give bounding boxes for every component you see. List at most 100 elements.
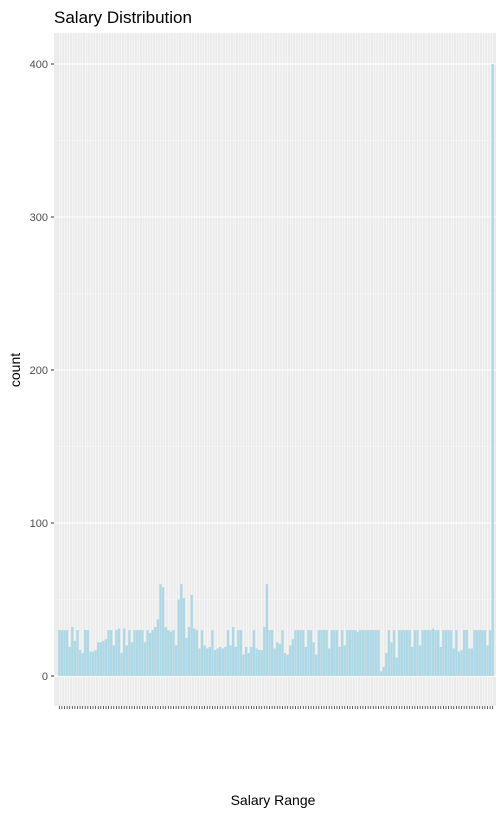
bar [250,646,253,676]
bar [146,630,149,676]
bar [294,630,297,676]
bar [296,630,300,676]
bar [429,630,432,676]
bar [156,619,160,676]
bar [260,649,263,676]
bar [94,649,97,676]
bar [333,630,336,676]
y-axis: 0 100 200 300 400 [30,59,54,683]
bar [377,630,380,676]
minor-grid [54,140,496,600]
bar [97,642,100,676]
bar [255,648,258,676]
bar [268,630,271,676]
bar [208,646,211,676]
bar [283,653,287,676]
bar [392,630,396,676]
bar [353,630,357,676]
bar [229,645,232,676]
bar [356,631,359,676]
bar [351,630,354,676]
bar [460,649,463,676]
bar [81,653,84,676]
bar [465,630,468,676]
y-tick-label: 100 [30,518,48,530]
bar [398,630,401,676]
bar [174,645,178,676]
bar [159,584,162,676]
bar [374,630,378,676]
bar [167,630,170,676]
bar [468,648,471,676]
bar [180,584,183,676]
bar [177,599,180,676]
bar [206,648,209,676]
bar [226,630,230,676]
bar [68,646,71,676]
bar [133,630,136,676]
bar [84,630,87,676]
bar [112,645,115,676]
bar [405,630,409,676]
bar [195,630,199,676]
bar [488,630,492,676]
bar [242,654,245,676]
bar [141,630,144,676]
bar [447,630,450,676]
bar [437,630,440,676]
bar [470,648,474,676]
bar [320,630,323,676]
bar [63,630,66,676]
bar [102,640,105,676]
bar [431,628,435,676]
bar [211,630,214,676]
bar [281,630,284,676]
bar [369,630,372,676]
bar [457,651,461,676]
bar [452,648,455,676]
bar [164,627,167,676]
y-tick-label: 200 [30,365,48,377]
bar [58,630,61,676]
bar [325,630,328,676]
bar [387,630,391,676]
bar [89,651,92,676]
bar [224,646,227,676]
bar [335,630,339,676]
bar [232,627,235,676]
chart-title: Salary Distribution [54,8,192,27]
bar [450,630,453,676]
bar [263,627,266,676]
bar [330,630,333,676]
bar [364,630,367,676]
bar [455,630,458,676]
bar [213,649,217,676]
bar [135,630,139,676]
y-tick-label: 400 [30,59,48,71]
bar [154,627,157,676]
bar [182,597,186,676]
bar [265,584,269,676]
bar [413,630,417,676]
bar [130,642,134,676]
bar [257,649,261,676]
bar [390,642,393,676]
bar [270,630,274,676]
bar [190,594,193,676]
bar [60,630,64,676]
bar [169,631,173,676]
bar [216,648,219,676]
bar [110,630,113,676]
bar [86,630,90,676]
bar [278,643,282,676]
bar [247,653,250,676]
bar [115,630,118,676]
bar [120,653,123,676]
bar [359,630,362,676]
bar [99,642,102,676]
bar [444,630,448,676]
bar [117,628,121,676]
bar [234,646,237,676]
bar [382,666,385,676]
